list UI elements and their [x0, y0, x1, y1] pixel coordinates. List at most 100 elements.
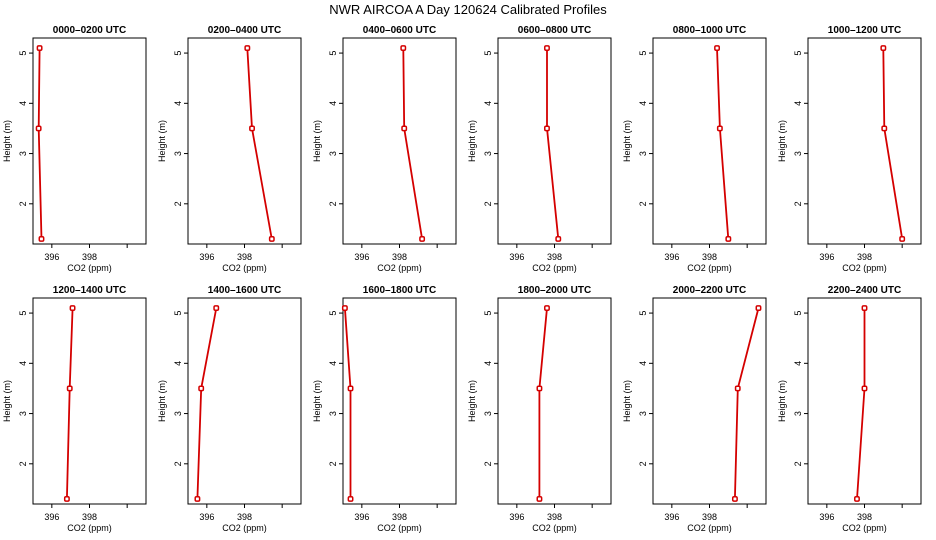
profile-line [882, 47, 904, 240]
profile-line [856, 308, 866, 500]
panel-title: 1800–2000 UTC [518, 285, 591, 296]
data-point [35, 125, 42, 132]
y-tick-label: 3 [638, 411, 648, 416]
panel-title: 0600–0800 UTC [518, 25, 591, 36]
x-axis-label: CO2 (ppm) [532, 263, 577, 273]
profile-line [734, 307, 760, 500]
plot-frame [497, 37, 612, 245]
plot-frame [807, 37, 922, 245]
x-tick-label: 396 [509, 512, 524, 522]
x-tick-label: 396 [354, 252, 369, 262]
plot-frame [342, 37, 457, 245]
panel-title: 1600–1800 UTC [363, 285, 436, 296]
data-point [400, 45, 407, 51]
y-tick-label: 2 [638, 461, 648, 466]
profile-panel: 1800–2000 UTC 396 398 2 3 4 5 CO2 (ppm) Height (… [467, 285, 612, 533]
y-tick-label: 4 [793, 101, 803, 106]
data-point [861, 305, 868, 311]
x-tick-label: 398 [82, 252, 97, 262]
data-point [249, 125, 255, 132]
x-axis-label: CO2 (ppm) [67, 263, 112, 273]
profile-panel: 2200–2400 UTC 396 398 2 3 4 5 CO2 (ppm) Height (… [777, 285, 922, 533]
plot-frame [187, 37, 302, 245]
y-tick-label: 5 [793, 51, 803, 56]
profile-panel: 0800–1000 UTC 396 398 2 3 4 5 CO2 (ppm) Height (… [622, 25, 767, 273]
y-tick-label: 2 [483, 201, 493, 206]
panel-title: 0200–0400 UTC [208, 25, 281, 36]
y-tick-label: 4 [793, 361, 803, 366]
data-point [881, 125, 888, 132]
data-point [63, 496, 70, 502]
panel-title: 1400–1600 UTC [208, 285, 281, 296]
x-tick-label: 398 [237, 252, 252, 262]
data-point [899, 236, 906, 242]
y-tick-label: 4 [638, 101, 648, 106]
data-point [880, 45, 887, 51]
y-tick-label: 2 [793, 201, 803, 206]
y-tick-label: 4 [328, 101, 338, 106]
x-axis-label: CO2 (ppm) [687, 263, 732, 273]
y-tick-label: 2 [483, 461, 493, 466]
plot-frame [652, 297, 767, 505]
data-point [755, 305, 762, 311]
y-tick-label: 3 [18, 151, 28, 156]
data-point [198, 385, 205, 392]
y-tick-label: 3 [173, 151, 183, 156]
data-point [544, 45, 550, 51]
profile-line [196, 307, 218, 500]
y-tick-label: 2 [793, 461, 803, 466]
x-tick-label: 398 [392, 512, 407, 522]
y-tick-label: 5 [328, 311, 338, 316]
profile-panel: 0200–0400 UTC 396 398 2 3 4 5 CO2 (ppm) Height (… [157, 25, 302, 273]
y-axis-label: Height (m) [467, 120, 477, 162]
y-tick-label: 4 [483, 361, 493, 366]
data-point [731, 496, 738, 502]
data-point [734, 385, 741, 392]
plot-frame [32, 297, 147, 505]
x-tick-label: 396 [354, 512, 369, 522]
y-axis-label: Height (m) [157, 120, 167, 162]
x-tick-label: 396 [509, 252, 524, 262]
y-tick-label: 3 [793, 411, 803, 416]
y-tick-label: 3 [328, 411, 338, 416]
y-tick-label: 3 [483, 151, 493, 156]
data-point [213, 305, 220, 311]
data-point [66, 385, 73, 392]
x-tick-label: 396 [664, 512, 679, 522]
x-tick-label: 398 [857, 252, 872, 262]
x-tick-label: 396 [44, 252, 59, 262]
y-tick-label: 2 [328, 201, 338, 206]
y-tick-label: 5 [173, 311, 183, 316]
data-point [38, 236, 45, 242]
x-tick-label: 398 [82, 512, 97, 522]
y-axis-label: Height (m) [2, 380, 12, 422]
x-tick-label: 396 [44, 512, 59, 522]
y-tick-label: 3 [483, 411, 493, 416]
y-tick-label: 5 [483, 51, 493, 56]
y-tick-label: 5 [18, 311, 28, 316]
plot-frame [187, 297, 302, 505]
panel-title: 2200–2400 UTC [828, 285, 901, 296]
y-tick-label: 5 [793, 311, 803, 316]
panel-title: 1200–1400 UTC [53, 285, 126, 296]
panel-title: 0000–0200 UTC [53, 25, 126, 36]
y-axis-label: Height (m) [312, 380, 322, 422]
y-tick-label: 5 [173, 51, 183, 56]
y-tick-label: 3 [18, 411, 28, 416]
plot-frame [342, 297, 457, 505]
profile-panel: 1600–1800 UTC 396 398 2 3 4 5 CO2 (ppm) Height (… [312, 285, 457, 533]
x-tick-label: 396 [819, 252, 834, 262]
x-tick-label: 398 [702, 512, 717, 522]
x-tick-label: 396 [199, 512, 214, 522]
x-tick-label: 398 [547, 252, 562, 262]
panel-title: 1000–1200 UTC [828, 25, 901, 36]
x-axis-label: CO2 (ppm) [532, 523, 577, 533]
y-tick-label: 2 [173, 201, 183, 206]
profile-panel: 0000–0200 UTC 396 398 2 3 4 5 CO2 (ppm) Height (… [2, 25, 147, 273]
panel-title: 2000–2200 UTC [673, 285, 746, 296]
plot-frame [32, 37, 147, 245]
y-tick-label: 3 [638, 151, 648, 156]
y-tick-label: 4 [18, 101, 28, 106]
y-tick-label: 3 [328, 151, 338, 156]
panel-grid: 0000–0200 UTC 396 398 2 3 4 5 CO2 (ppm) Height (… [2, 25, 922, 533]
